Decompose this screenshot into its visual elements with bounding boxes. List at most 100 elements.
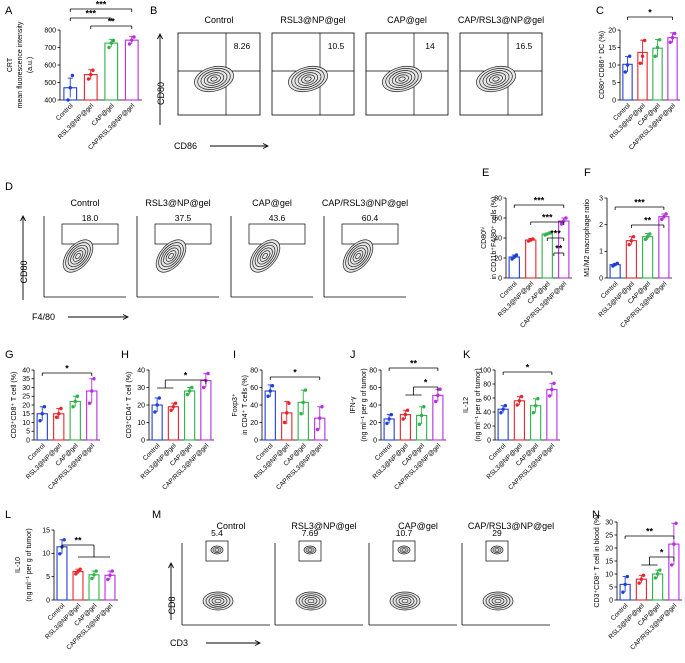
sig-label: ** — [644, 216, 652, 226]
flow-x-axis-label: CD86 — [174, 141, 197, 151]
y-tick-label: 5 — [26, 429, 30, 436]
data-point — [669, 563, 674, 567]
data-point — [512, 255, 516, 259]
data-point — [559, 222, 564, 226]
data-point — [57, 412, 61, 416]
data-point — [38, 419, 42, 423]
density-contour — [158, 242, 184, 270]
bar-2 — [625, 240, 637, 279]
sig-label: ** — [410, 359, 418, 369]
y-tick-label: 40 — [250, 402, 258, 409]
data-point — [672, 542, 676, 546]
y-axis-label: in CD4⁺ T cells (%) — [242, 375, 249, 435]
density-contour — [294, 70, 322, 88]
y-tick-label: 600 — [44, 62, 56, 69]
data-point — [405, 408, 410, 412]
density-contour — [395, 74, 409, 84]
density-contour — [391, 72, 413, 86]
density-contour — [398, 76, 406, 82]
data-point — [287, 401, 291, 405]
data-point — [173, 401, 178, 405]
y-tick-label: 25 — [22, 394, 30, 401]
bar-chart-k: 0 20 40 60 80 100 IL-12 (ng ml⁻¹ per g of tumor… — [463, 363, 560, 491]
data-point — [515, 403, 519, 407]
data-point — [536, 397, 540, 401]
flow-plot-title: CAP/RSL3@NP@gel — [322, 198, 408, 208]
flow-plot: CAP@gel 14 — [365, 15, 449, 116]
y-tick-label: 40 — [369, 402, 377, 409]
bar-4 — [667, 37, 678, 101]
y-tick-label: 2 — [599, 222, 603, 229]
data-point — [89, 72, 93, 77]
y-tick-label: 35 — [22, 376, 30, 383]
density-contour — [494, 598, 502, 604]
y-axis-label: Foxp3⁺ — [232, 393, 239, 416]
y-axis-label: M1/M2 macrophage ratio — [584, 199, 591, 277]
flow-y-axis-label: CD80 — [19, 260, 29, 283]
y-axis-label: (ng ml⁻¹ per g of tumor) — [475, 368, 482, 441]
data-point — [91, 68, 95, 72]
data-point — [501, 407, 505, 411]
panel-letter-e: E — [482, 167, 489, 179]
data-point — [510, 257, 514, 261]
data-point — [653, 576, 658, 580]
data-point — [78, 567, 82, 571]
bar-4 — [124, 39, 139, 101]
data-point — [531, 411, 536, 415]
data-point — [417, 422, 422, 426]
y-tick-label: 3 — [599, 195, 603, 202]
x-tick-label: Control — [55, 102, 75, 122]
data-point — [108, 573, 112, 577]
data-point — [266, 394, 270, 398]
data-point — [74, 572, 78, 576]
y-axis-label: IL-12 — [463, 397, 470, 413]
data-point — [54, 415, 59, 419]
y-tick-label: 20 — [483, 423, 491, 430]
y-tick-label: 40 — [494, 235, 502, 242]
panel-letter-a: A — [5, 5, 13, 17]
data-point — [422, 405, 426, 409]
density-contour — [249, 239, 281, 273]
y-arrow-head — [20, 214, 26, 222]
y-tick-label: 80 — [494, 195, 502, 202]
sig-label: * — [526, 363, 530, 373]
density-contour — [212, 546, 222, 554]
flow-plot: RSL3@NP@gel 37.5 — [136, 198, 219, 298]
density-contour — [492, 76, 500, 82]
gate-percentage: 10.7 — [396, 528, 413, 538]
density-contour — [254, 244, 276, 268]
data-point — [76, 569, 80, 574]
x-arrow-head — [262, 143, 270, 149]
bar-2 — [513, 400, 525, 441]
y-tick-label: 0 — [373, 437, 377, 444]
density-contour — [494, 548, 500, 552]
flow-plot-title: CAP@gel — [252, 198, 292, 208]
sig-label: * — [660, 548, 664, 558]
data-point — [433, 399, 438, 404]
data-point — [648, 232, 652, 236]
data-point — [631, 234, 636, 239]
bar-3 — [642, 236, 654, 279]
y-tick-label: 30 — [137, 385, 145, 392]
density-contour — [62, 239, 94, 273]
density-contour — [485, 593, 511, 609]
data-point — [514, 253, 519, 257]
flow-plot-title: RSL3@NP@gel — [291, 521, 356, 531]
density-contour — [352, 250, 364, 262]
gate-box — [392, 540, 416, 562]
data-point — [68, 86, 72, 90]
density-contour — [163, 247, 179, 265]
y-tick-label: 40 — [483, 409, 491, 416]
density-contour — [210, 76, 218, 82]
bar-4 — [546, 389, 558, 441]
y-tick-label: 30 — [605, 519, 613, 526]
bar-1 — [497, 408, 509, 441]
data-point — [107, 45, 111, 50]
data-point — [641, 573, 646, 577]
y-axis-label: CD3⁺CD4⁺ T cell (%) — [126, 372, 133, 439]
data-point — [71, 405, 75, 409]
